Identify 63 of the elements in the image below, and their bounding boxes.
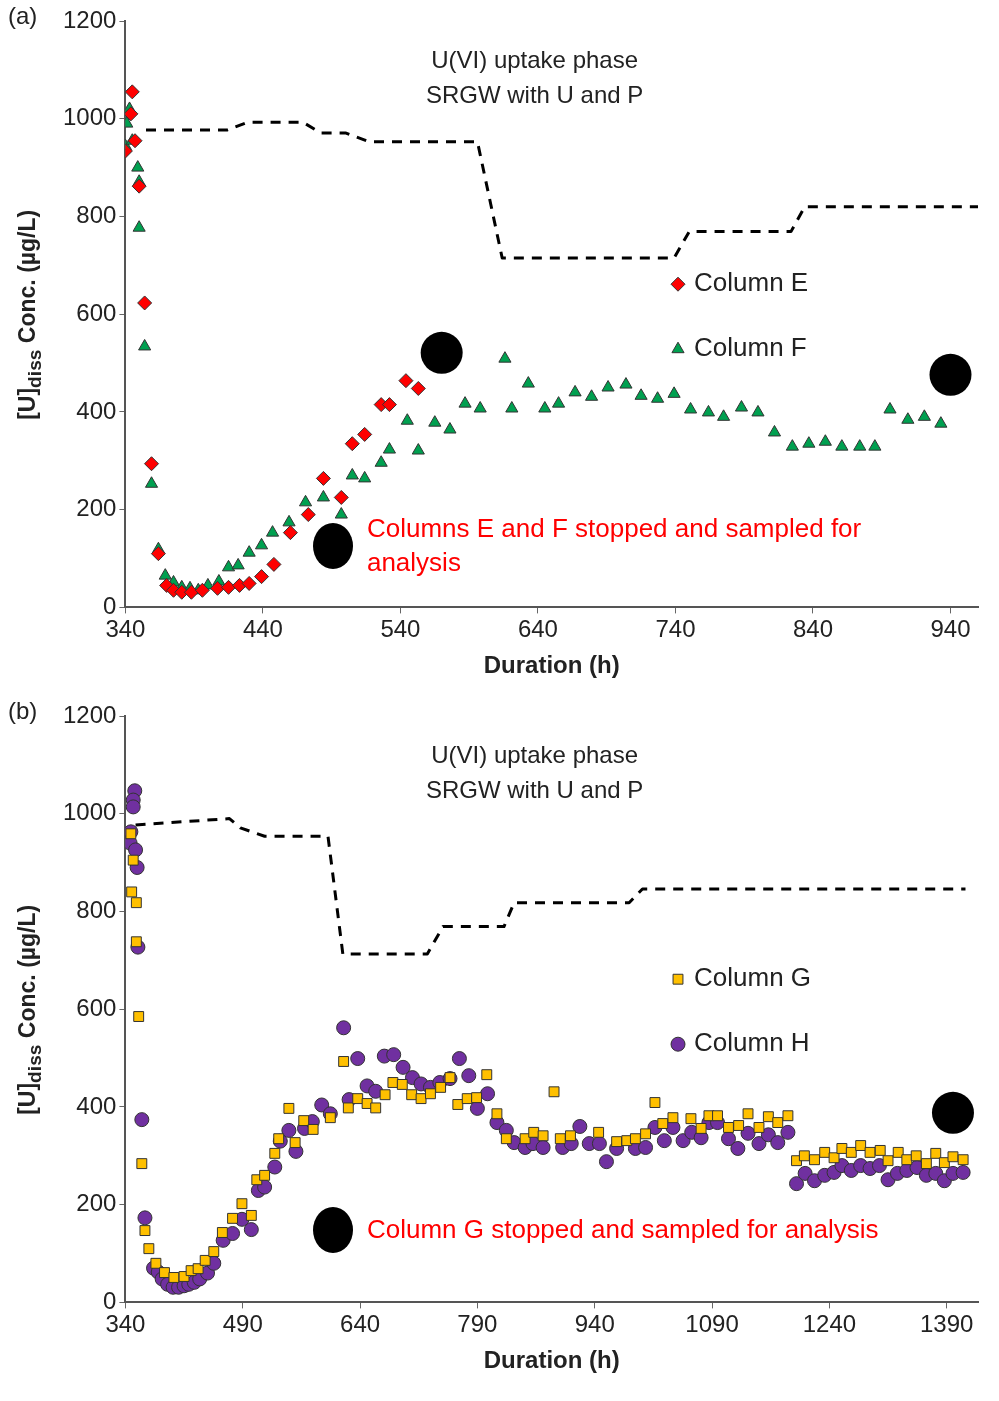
legend-label: Column E	[694, 267, 809, 298]
point	[127, 133, 143, 149]
annotation: U(VI) uptake phase	[431, 46, 639, 74]
point	[210, 580, 226, 596]
y-tick-label: 1200	[63, 5, 117, 33]
y-tick-label: 1000	[63, 798, 117, 826]
point	[221, 579, 237, 595]
point	[333, 489, 349, 505]
annotation: SRGW with U and P	[425, 776, 644, 804]
annotation: U(VI) uptake phase	[431, 741, 639, 769]
annotation: Column G stopped and sampled for analysis	[366, 1213, 879, 1247]
point	[357, 426, 373, 442]
legend-label: Column H	[694, 1027, 810, 1058]
x-tick-label: 1390	[920, 1310, 974, 1338]
x-tick-label: 840	[792, 615, 833, 643]
x-tick-label: 640	[340, 1310, 381, 1338]
point	[300, 507, 316, 523]
point	[194, 582, 210, 598]
point	[183, 584, 199, 600]
point	[266, 556, 282, 572]
annotation: SRGW with U and P	[425, 81, 644, 109]
point	[398, 373, 414, 389]
text: (a)	[8, 2, 38, 30]
x-tick-label: 740	[655, 615, 696, 643]
y-tick-label: 400	[76, 1091, 117, 1119]
x-tick-label: 440	[242, 615, 283, 643]
point	[344, 436, 360, 452]
x-tick-label: 490	[222, 1310, 263, 1338]
y-tick-label: 200	[76, 1189, 117, 1217]
x-tick-label: 1240	[802, 1310, 857, 1338]
x-tick-label: 1090	[685, 1310, 739, 1338]
point	[381, 397, 397, 413]
y-tick-label: 200	[76, 494, 117, 522]
x-tick-label: 940	[930, 615, 971, 643]
x-axis-title: Duration (h)	[483, 651, 620, 679]
y-tick-label: 800	[76, 201, 117, 229]
point	[254, 569, 270, 585]
legend-label: Column G	[694, 962, 812, 993]
text: (b)	[8, 697, 38, 725]
x-tick-label: 940	[574, 1310, 615, 1338]
point	[144, 456, 160, 472]
point	[150, 546, 166, 562]
point	[125, 106, 139, 122]
annotation: Columns E and F stopped and sampled for analysis	[366, 512, 863, 580]
y-tick-label: 800	[76, 896, 117, 924]
point	[125, 84, 140, 100]
y-tick-label: 400	[76, 396, 117, 424]
point	[131, 178, 147, 194]
y-tick-label: 1200	[63, 700, 117, 728]
x-axis-title: Duration (h)	[483, 1346, 620, 1374]
point	[315, 470, 331, 486]
point	[410, 380, 426, 396]
y-tick-label: 600	[76, 298, 117, 326]
legend-label: Column F	[694, 332, 807, 363]
x-tick-label: 540	[380, 615, 421, 643]
x-tick-label: 640	[517, 615, 558, 643]
x-tick-label: 790	[457, 1310, 498, 1338]
point	[137, 295, 153, 311]
y-tick-label: 1000	[63, 103, 117, 131]
point	[282, 525, 298, 541]
point	[241, 575, 257, 591]
line-series	[144, 120, 978, 260]
y-tick-label: 600	[76, 993, 117, 1021]
